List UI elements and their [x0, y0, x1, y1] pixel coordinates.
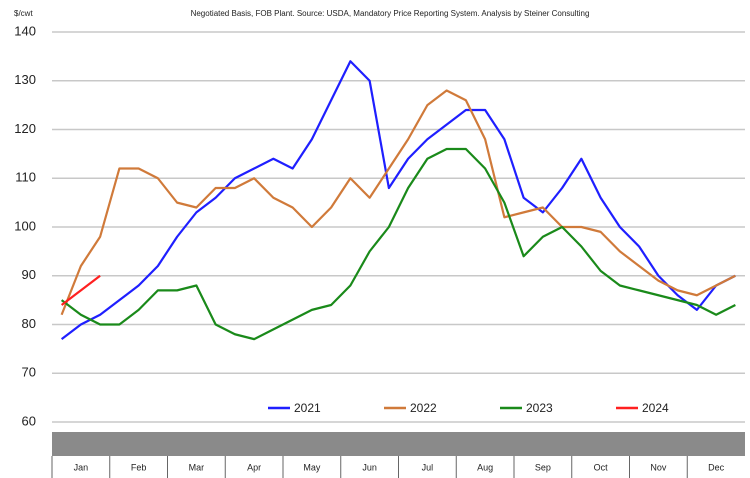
chart-subtitle: Negotiated Basis, FOB Plant. Source: USD…: [191, 9, 590, 18]
series-line: [60, 60, 736, 341]
axis-band: [52, 432, 745, 456]
x-tick-label: Nov: [650, 462, 667, 472]
series-line: [60, 147, 736, 341]
x-tick-label: Mar: [189, 462, 205, 472]
x-tick-label: Aug: [477, 462, 493, 472]
x-tick-label: Feb: [131, 462, 147, 472]
series-line: [60, 274, 101, 306]
x-tick-label: Dec: [708, 462, 725, 472]
legend-label: 2024: [642, 401, 669, 415]
y-tick-label: 110: [15, 170, 36, 185]
y-tick-label: 80: [22, 316, 36, 331]
x-tick-label: May: [303, 462, 321, 472]
y-tick-label: 120: [14, 121, 36, 136]
y-tick-label: 60: [22, 413, 36, 428]
legend-label: 2023: [526, 401, 553, 415]
x-tick-label: Oct: [594, 462, 609, 472]
y-unit: $/cwt: [14, 9, 33, 18]
x-tick-label: Jan: [74, 462, 89, 472]
y-tick-label: 70: [22, 365, 36, 380]
legend-label: 2021: [294, 401, 321, 415]
x-tick-label: Jun: [362, 462, 377, 472]
series-line: [60, 89, 736, 316]
y-tick-label: 100: [14, 218, 36, 233]
x-tick-label: Apr: [247, 462, 261, 472]
x-tick-label: Sep: [535, 462, 551, 472]
y-tick-label: 140: [14, 23, 36, 38]
legend-label: 2022: [410, 401, 437, 415]
y-tick-label: 90: [22, 267, 36, 282]
y-tick-label: 130: [14, 72, 36, 87]
x-tick-label: Jul: [422, 462, 434, 472]
